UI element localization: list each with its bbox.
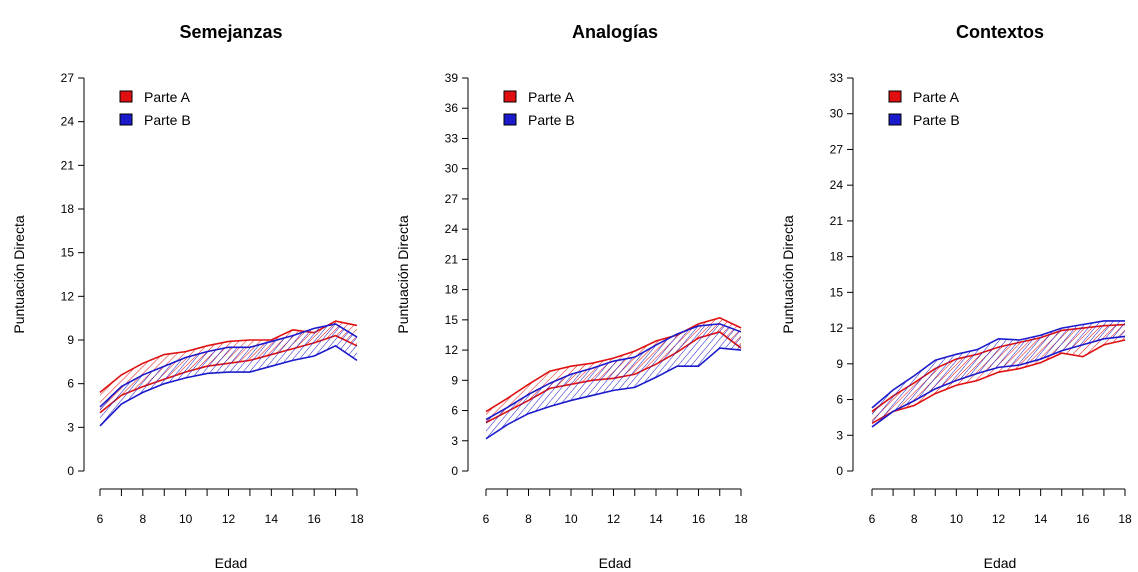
y-tick-label: 27 bbox=[61, 71, 75, 85]
band-parte-b bbox=[100, 323, 357, 426]
x-tick-label: 8 bbox=[139, 512, 146, 526]
y-tick-label: 0 bbox=[836, 464, 843, 478]
band-upper-line-parte-b bbox=[871, 320, 1125, 409]
y-tick-label: 18 bbox=[830, 250, 844, 264]
y-tick-label: 0 bbox=[451, 464, 458, 478]
legend-label-parte-a: Parte A bbox=[528, 89, 575, 105]
x-tick-label: 10 bbox=[564, 512, 578, 526]
legend-label-parte-a: Parte A bbox=[144, 89, 191, 105]
x-tick-label: 14 bbox=[649, 512, 663, 526]
band-lower-line-parte-b bbox=[99, 344, 358, 427]
chart-panel-contextos: Contextos 0 3 6 9 12 15 18 21 24 27 30 33 6 8 10 12 14 16 1… bbox=[769, 0, 1138, 572]
y-tick-label: 0 bbox=[67, 464, 74, 478]
y-axis-label: Puntuación Directa bbox=[780, 215, 796, 334]
y-tick-label: 30 bbox=[445, 162, 459, 176]
x-tick-label: 10 bbox=[179, 512, 193, 526]
y-tick-label: 12 bbox=[61, 289, 75, 303]
y-tick-label: 15 bbox=[61, 246, 75, 260]
legend-swatch-parte-b bbox=[888, 113, 902, 126]
y-tick-label: 24 bbox=[445, 222, 459, 236]
chart-title: Semejanzas bbox=[179, 22, 282, 42]
x-tick-label: 12 bbox=[222, 512, 236, 526]
x-tick-label: 12 bbox=[992, 512, 1006, 526]
legend-label-parte-b: Parte B bbox=[913, 112, 960, 128]
x-tick-label: 14 bbox=[1034, 512, 1048, 526]
x-tick-label: 12 bbox=[607, 512, 621, 526]
legend-swatch-parte-a bbox=[503, 90, 517, 103]
y-tick-label: 39 bbox=[445, 71, 459, 85]
band-parte-b bbox=[872, 320, 1125, 427]
y-tick-label: 24 bbox=[830, 178, 844, 192]
y-tick-label: 33 bbox=[830, 71, 844, 85]
legend-label-parte-b: Parte B bbox=[144, 112, 191, 128]
x-axis-label: Edad bbox=[984, 555, 1017, 571]
x-tick-label: 8 bbox=[911, 512, 918, 526]
y-tick-label: 27 bbox=[445, 192, 459, 206]
x-axis-label: Edad bbox=[599, 555, 632, 571]
band-lower-line-parte-b bbox=[871, 335, 1126, 428]
y-tick-label: 18 bbox=[445, 283, 459, 297]
x-tick-label: 14 bbox=[265, 512, 279, 526]
chart-panel-semejanzas: Semejanzas 0 3 6 9 12 15 18 21 24 27 6 8 10 12 14 16 18 Ed… bbox=[0, 0, 379, 572]
band-lower-line-parte-b bbox=[485, 347, 742, 440]
y-tick-label: 9 bbox=[836, 357, 843, 371]
y-tick-label: 9 bbox=[451, 373, 458, 387]
x-tick-label: 18 bbox=[1118, 512, 1132, 526]
y-axis-label: Puntuación Directa bbox=[395, 215, 411, 334]
x-tick-label: 16 bbox=[692, 512, 706, 526]
x-tick-label: 18 bbox=[734, 512, 748, 526]
y-tick-label: 12 bbox=[445, 343, 459, 357]
x-tick-label: 8 bbox=[525, 512, 532, 526]
chart-contextos: Contextos 0 3 6 9 12 15 18 21 24 27 30 33 6 8 10 12 14 16 1… bbox=[780, 22, 1132, 571]
y-tick-label: 6 bbox=[67, 377, 74, 391]
x-tick-label: 16 bbox=[307, 512, 321, 526]
chart-title: Contextos bbox=[956, 22, 1044, 42]
x-tick-label: 6 bbox=[97, 512, 104, 526]
y-tick-label: 33 bbox=[445, 131, 459, 145]
y-tick-label: 30 bbox=[830, 107, 844, 121]
y-axis-label: Puntuación Directa bbox=[11, 215, 27, 334]
x-tick-label: 10 bbox=[950, 512, 964, 526]
y-tick-label: 21 bbox=[445, 252, 459, 266]
y-tick-label: 15 bbox=[830, 285, 844, 299]
y-tick-label: 6 bbox=[451, 404, 458, 418]
x-axis-label: Edad bbox=[215, 555, 248, 571]
x-tick-label: 6 bbox=[869, 512, 876, 526]
y-tick-label: 21 bbox=[830, 214, 844, 228]
chart-semejanzas: Semejanzas 0 3 6 9 12 15 18 21 24 27 6 8 10 12 14 16 18 Ed… bbox=[11, 22, 364, 571]
y-tick-label: 21 bbox=[61, 158, 75, 172]
chart-panel-analogias: Analogías 0 3 6 9 12 15 18 21 24 27 30 33 36 39 6 8 10 12 1… bbox=[384, 0, 763, 572]
y-tick-label: 3 bbox=[836, 428, 843, 442]
y-tick-label: 3 bbox=[451, 434, 458, 448]
band-upper-line-parte-a bbox=[485, 316, 742, 413]
band-lower-line-parte-a bbox=[871, 339, 1126, 425]
x-tick-label: 18 bbox=[350, 512, 364, 526]
legend-swatch-parte-a bbox=[888, 90, 902, 103]
band-parte-b bbox=[486, 323, 741, 439]
x-tick-label: 6 bbox=[483, 512, 490, 526]
legend-swatch-parte-b bbox=[119, 113, 133, 126]
band-upper-line-parte-b bbox=[99, 323, 358, 408]
y-tick-label: 3 bbox=[67, 420, 74, 434]
y-tick-label: 24 bbox=[61, 115, 75, 129]
y-tick-label: 36 bbox=[445, 101, 459, 115]
y-tick-label: 18 bbox=[61, 202, 75, 216]
x-tick-label: 16 bbox=[1076, 512, 1090, 526]
legend-label-parte-a: Parte A bbox=[913, 89, 960, 105]
chart-title: Analogías bbox=[572, 22, 658, 42]
y-tick-label: 12 bbox=[830, 321, 844, 335]
y-tick-label: 9 bbox=[67, 333, 74, 347]
band-upper-line-parte-b bbox=[485, 323, 742, 421]
legend-label-parte-b: Parte B bbox=[528, 112, 575, 128]
legend-swatch-parte-a bbox=[119, 90, 133, 103]
y-tick-label: 6 bbox=[836, 393, 843, 407]
y-tick-label: 15 bbox=[445, 313, 459, 327]
legend-swatch-parte-b bbox=[503, 113, 517, 126]
y-tick-label: 27 bbox=[830, 142, 844, 156]
